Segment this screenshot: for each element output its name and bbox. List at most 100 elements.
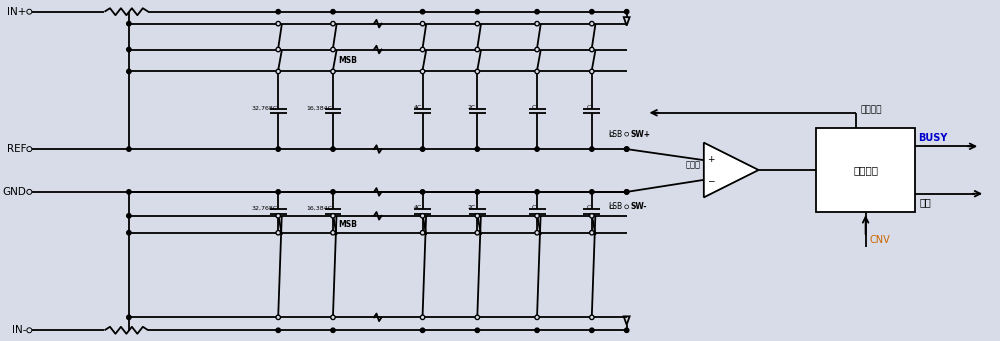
Circle shape: [536, 232, 538, 234]
Circle shape: [475, 213, 480, 218]
Circle shape: [475, 190, 480, 194]
Circle shape: [422, 215, 423, 217]
Text: 2C: 2C: [468, 105, 476, 110]
Circle shape: [590, 10, 594, 14]
Text: CNV: CNV: [870, 235, 890, 245]
Circle shape: [331, 190, 335, 194]
Circle shape: [624, 147, 629, 151]
Circle shape: [276, 213, 280, 218]
Circle shape: [536, 71, 538, 72]
Circle shape: [535, 69, 539, 74]
Circle shape: [28, 329, 31, 331]
Circle shape: [476, 49, 478, 50]
Circle shape: [332, 49, 334, 50]
Circle shape: [420, 69, 425, 74]
Circle shape: [475, 231, 480, 235]
Circle shape: [475, 21, 480, 26]
Circle shape: [476, 215, 478, 217]
Text: 32,768C: 32,768C: [251, 105, 277, 110]
Circle shape: [535, 328, 539, 332]
Circle shape: [331, 10, 335, 14]
Circle shape: [127, 190, 131, 194]
Circle shape: [476, 232, 478, 234]
Text: MSB: MSB: [338, 220, 357, 229]
Circle shape: [28, 148, 31, 150]
Circle shape: [277, 49, 279, 50]
Circle shape: [331, 213, 335, 218]
Text: 输出: 输出: [919, 197, 931, 207]
Circle shape: [591, 215, 593, 217]
Text: 控制电路: 控制电路: [853, 165, 878, 175]
Circle shape: [535, 213, 539, 218]
Circle shape: [591, 23, 593, 25]
Circle shape: [127, 69, 131, 74]
Circle shape: [420, 147, 425, 151]
Circle shape: [591, 71, 593, 72]
Circle shape: [422, 232, 423, 234]
Circle shape: [475, 328, 480, 332]
Circle shape: [476, 23, 478, 25]
Circle shape: [590, 47, 594, 52]
Circle shape: [536, 316, 538, 318]
Circle shape: [420, 10, 425, 14]
Text: IN-: IN-: [12, 325, 26, 335]
Circle shape: [422, 49, 423, 50]
Circle shape: [127, 231, 131, 235]
Circle shape: [422, 71, 423, 72]
Text: C: C: [586, 205, 591, 210]
Circle shape: [591, 232, 593, 234]
Circle shape: [277, 23, 279, 25]
Circle shape: [475, 10, 480, 14]
Circle shape: [420, 328, 425, 332]
Circle shape: [277, 49, 279, 50]
Circle shape: [590, 190, 594, 194]
Text: IN+: IN+: [7, 7, 26, 17]
Circle shape: [590, 231, 594, 235]
Circle shape: [591, 215, 593, 217]
Circle shape: [277, 316, 279, 318]
Circle shape: [475, 147, 480, 151]
Circle shape: [535, 315, 539, 320]
Circle shape: [476, 215, 478, 217]
Text: 16,384C: 16,384C: [306, 105, 332, 110]
Circle shape: [535, 21, 539, 26]
Circle shape: [276, 328, 280, 332]
Circle shape: [277, 215, 279, 217]
Circle shape: [590, 315, 594, 320]
Circle shape: [476, 49, 478, 50]
Circle shape: [536, 215, 538, 217]
Circle shape: [624, 10, 629, 14]
Circle shape: [277, 215, 279, 217]
Text: SW+: SW+: [631, 130, 651, 139]
Circle shape: [276, 315, 280, 320]
Circle shape: [624, 190, 629, 194]
Circle shape: [535, 231, 539, 235]
Circle shape: [535, 190, 539, 194]
Circle shape: [420, 213, 425, 218]
Circle shape: [127, 315, 131, 320]
Circle shape: [331, 231, 335, 235]
Circle shape: [332, 215, 334, 217]
Circle shape: [536, 23, 538, 25]
Circle shape: [422, 49, 423, 50]
Text: REF: REF: [7, 144, 26, 154]
Circle shape: [536, 49, 538, 50]
Circle shape: [624, 147, 629, 151]
Circle shape: [590, 147, 594, 151]
Circle shape: [420, 21, 425, 26]
Text: C: C: [586, 105, 591, 110]
Circle shape: [475, 47, 480, 52]
Circle shape: [611, 206, 613, 208]
Text: SW-: SW-: [631, 202, 647, 211]
Circle shape: [590, 69, 594, 74]
Circle shape: [590, 21, 594, 26]
Text: 4C: 4C: [413, 105, 422, 110]
Circle shape: [591, 49, 593, 50]
Circle shape: [420, 315, 425, 320]
Circle shape: [420, 190, 425, 194]
Circle shape: [331, 315, 335, 320]
Circle shape: [332, 316, 334, 318]
Text: C: C: [532, 105, 536, 110]
Polygon shape: [704, 143, 759, 197]
Text: 2C: 2C: [468, 205, 476, 210]
